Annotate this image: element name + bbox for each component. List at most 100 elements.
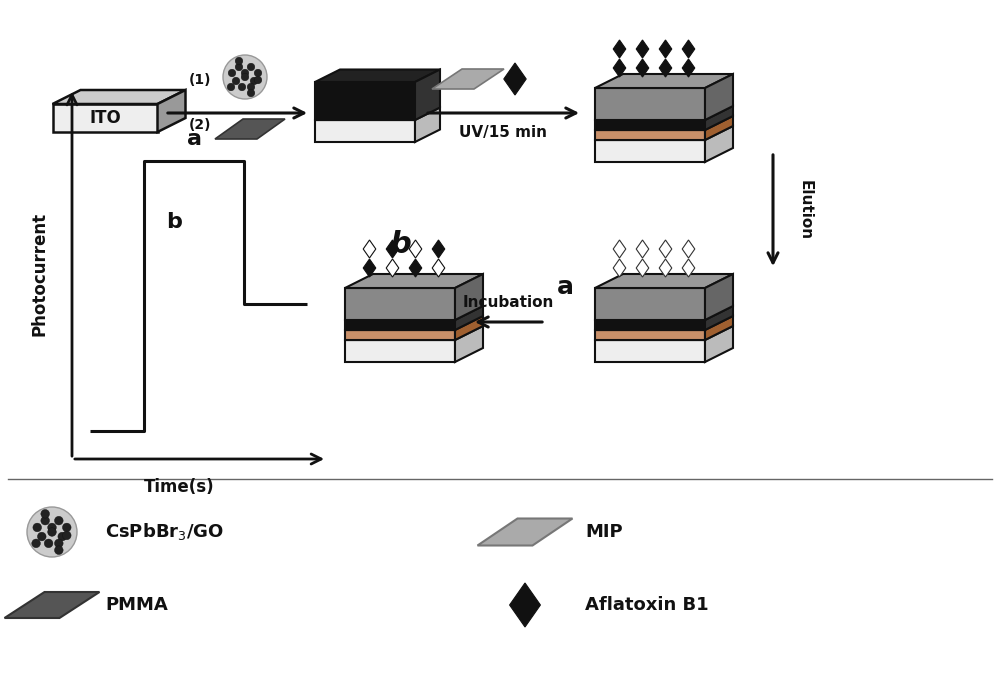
Circle shape <box>254 76 262 84</box>
Polygon shape <box>682 40 695 58</box>
Text: (2): (2) <box>189 118 211 132</box>
Polygon shape <box>595 74 733 88</box>
Polygon shape <box>345 288 455 320</box>
Text: a: a <box>186 129 202 149</box>
Polygon shape <box>415 69 440 120</box>
Text: UV/15 min: UV/15 min <box>459 124 547 139</box>
Polygon shape <box>409 240 422 258</box>
Polygon shape <box>363 259 376 277</box>
Circle shape <box>241 69 249 77</box>
Text: MIP: MIP <box>585 523 623 541</box>
Polygon shape <box>595 306 733 320</box>
Polygon shape <box>432 259 445 277</box>
Polygon shape <box>636 59 649 77</box>
Text: Elution: Elution <box>798 180 813 240</box>
Polygon shape <box>345 340 455 362</box>
Polygon shape <box>636 240 649 258</box>
Polygon shape <box>595 88 705 120</box>
Polygon shape <box>215 119 285 139</box>
Polygon shape <box>613 59 626 77</box>
Circle shape <box>238 83 246 91</box>
Circle shape <box>235 63 243 71</box>
Polygon shape <box>682 259 695 277</box>
Polygon shape <box>595 320 705 330</box>
Polygon shape <box>432 69 504 89</box>
Polygon shape <box>659 259 672 277</box>
Text: CsPbBr$_3$/GO: CsPbBr$_3$/GO <box>105 521 224 543</box>
Polygon shape <box>386 259 399 277</box>
Polygon shape <box>595 120 705 130</box>
Polygon shape <box>595 340 705 362</box>
Circle shape <box>48 528 56 537</box>
Circle shape <box>241 74 249 81</box>
Text: Incubation: Incubation <box>462 295 554 310</box>
Polygon shape <box>705 116 733 140</box>
Polygon shape <box>659 240 672 258</box>
Text: (1): (1) <box>189 73 211 87</box>
Polygon shape <box>595 316 733 330</box>
Circle shape <box>235 57 243 65</box>
Text: PMMA: PMMA <box>105 596 168 614</box>
Polygon shape <box>315 69 440 82</box>
Text: a: a <box>556 275 574 299</box>
Polygon shape <box>705 106 733 130</box>
Circle shape <box>247 63 255 71</box>
Circle shape <box>37 532 46 541</box>
Polygon shape <box>4 592 100 618</box>
Polygon shape <box>415 107 440 142</box>
Circle shape <box>33 523 42 532</box>
Polygon shape <box>613 240 626 258</box>
Circle shape <box>247 89 255 97</box>
Polygon shape <box>705 306 733 330</box>
Text: Aflatoxin B1: Aflatoxin B1 <box>585 596 709 614</box>
Polygon shape <box>705 326 733 362</box>
Polygon shape <box>345 274 483 288</box>
Circle shape <box>54 539 63 548</box>
Circle shape <box>41 517 50 525</box>
Polygon shape <box>345 306 483 320</box>
Circle shape <box>54 546 63 554</box>
Polygon shape <box>504 63 526 95</box>
Polygon shape <box>682 59 695 77</box>
Polygon shape <box>455 326 483 362</box>
Text: Time(s): Time(s) <box>144 478 214 496</box>
Polygon shape <box>510 583 540 627</box>
Polygon shape <box>345 330 455 340</box>
Circle shape <box>41 510 50 518</box>
Circle shape <box>247 83 255 91</box>
Circle shape <box>32 539 40 548</box>
Circle shape <box>254 69 262 77</box>
Polygon shape <box>345 320 455 330</box>
Circle shape <box>227 83 235 91</box>
Polygon shape <box>315 120 415 142</box>
Polygon shape <box>315 107 440 120</box>
Circle shape <box>232 77 240 85</box>
Polygon shape <box>595 126 733 140</box>
Polygon shape <box>595 130 705 140</box>
Text: ITO: ITO <box>89 109 121 127</box>
Polygon shape <box>315 82 415 120</box>
Circle shape <box>62 531 71 540</box>
Circle shape <box>228 69 236 77</box>
Polygon shape <box>455 316 483 340</box>
Polygon shape <box>595 274 733 288</box>
Polygon shape <box>455 274 483 320</box>
Polygon shape <box>705 74 733 120</box>
Text: b: b <box>389 229 411 258</box>
Polygon shape <box>636 40 649 58</box>
Circle shape <box>58 532 67 541</box>
Polygon shape <box>345 326 483 340</box>
Polygon shape <box>455 306 483 330</box>
Text: b: b <box>166 212 182 232</box>
Polygon shape <box>595 140 705 162</box>
Circle shape <box>48 523 56 532</box>
Polygon shape <box>705 126 733 162</box>
Polygon shape <box>409 259 422 277</box>
Polygon shape <box>432 240 445 258</box>
Polygon shape <box>52 104 158 132</box>
Polygon shape <box>613 40 626 58</box>
Polygon shape <box>613 259 626 277</box>
Polygon shape <box>595 326 733 340</box>
Circle shape <box>62 523 71 532</box>
Circle shape <box>250 77 258 85</box>
